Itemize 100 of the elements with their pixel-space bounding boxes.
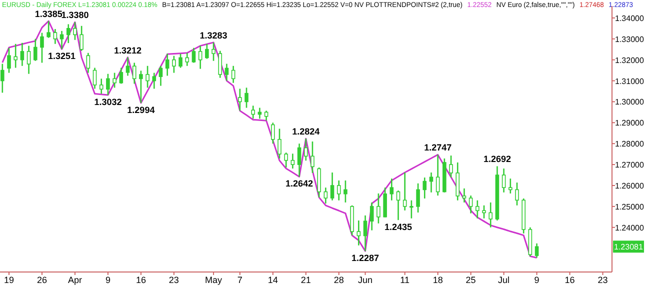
x-tick-label: Jun bbox=[358, 275, 373, 285]
candlestick bbox=[165, 53, 170, 76]
candlestick bbox=[278, 128, 282, 160]
x-tick-label: 26 bbox=[36, 275, 47, 285]
x-tick-label: 14 bbox=[268, 275, 278, 285]
x-tick-label: 21 bbox=[300, 275, 311, 285]
candlestick bbox=[390, 178, 394, 202]
x-tick-label: 7 bbox=[237, 275, 242, 285]
candlestick bbox=[178, 53, 182, 68]
candlestick bbox=[476, 200, 480, 220]
candlestick bbox=[436, 154, 440, 196]
x-tick-label: 16 bbox=[136, 275, 146, 285]
candlestick bbox=[402, 172, 407, 212]
candlestick bbox=[112, 72, 116, 88]
candlestick bbox=[231, 65, 236, 84]
y-tick-label: 1.32000 bbox=[615, 56, 644, 65]
candlestick bbox=[502, 168, 506, 194]
candlestick bbox=[344, 180, 348, 204]
annotation: 1.3212 bbox=[114, 45, 142, 56]
candlestick bbox=[46, 20, 50, 38]
candlestick bbox=[172, 55, 176, 74]
candlestick bbox=[376, 192, 380, 224]
candlestick bbox=[73, 21, 77, 41]
candlestick bbox=[251, 105, 255, 120]
y-tick-label: 1.33000 bbox=[615, 34, 644, 44]
candlestick bbox=[515, 182, 519, 206]
x-tick-label: 23 bbox=[168, 275, 179, 285]
candlestick bbox=[324, 186, 328, 204]
candlestick bbox=[192, 47, 196, 64]
candlestick bbox=[40, 32, 44, 64]
y-tick-label: 1.25000 bbox=[615, 202, 644, 212]
candlestick bbox=[534, 242, 539, 258]
annotation: 1.3380 bbox=[61, 10, 89, 20]
candlestick bbox=[119, 67, 124, 84]
candlestick bbox=[270, 122, 275, 144]
x-tick-label: 16 bbox=[564, 275, 575, 285]
y-tick-label: 1.29000 bbox=[615, 118, 644, 128]
x-tick-label: 19 bbox=[4, 275, 14, 285]
x-tick-label: 11 bbox=[400, 275, 410, 285]
candlestick bbox=[139, 70, 143, 104]
x-tick-label: 23 bbox=[598, 275, 608, 285]
y-tick-label: 1.30000 bbox=[615, 98, 644, 107]
candlestick bbox=[238, 88, 242, 112]
candlestick bbox=[456, 162, 460, 202]
x-tick-label: 9 bbox=[534, 275, 540, 285]
x-tick-label: 9 bbox=[105, 275, 110, 285]
annotation: 1.2747 bbox=[424, 142, 452, 153]
candlestick bbox=[14, 43, 18, 68]
candlestick bbox=[462, 188, 466, 204]
candlestick bbox=[92, 67, 97, 90]
annotation: 1.3283 bbox=[200, 30, 228, 40]
x-tick-label: 25 bbox=[466, 275, 476, 285]
candlestick bbox=[304, 138, 308, 162]
y-tick-label: 1.26000 bbox=[615, 182, 644, 190]
annotation: 1.23081 bbox=[614, 242, 644, 252]
candlestick bbox=[508, 178, 512, 194]
annotation: 1.2642 bbox=[286, 178, 314, 189]
candlestick bbox=[218, 50, 222, 78]
annotation: 1.2994 bbox=[127, 104, 155, 115]
candlestick bbox=[297, 142, 302, 178]
candlestick bbox=[0, 63, 4, 94]
annotation: 1.3385 bbox=[34, 9, 62, 20]
candlestick bbox=[146, 65, 150, 88]
candlestick bbox=[53, 28, 58, 45]
candlestick bbox=[20, 42, 24, 67]
y-tick-label: 1.28000 bbox=[615, 140, 644, 149]
annotation: 1.2287 bbox=[351, 253, 380, 264]
candlestick bbox=[396, 190, 400, 221]
candlestick bbox=[224, 63, 229, 82]
y-tick-label: 1.31000 bbox=[615, 76, 644, 86]
candlestick bbox=[416, 182, 420, 214]
candlestick bbox=[488, 202, 493, 228]
candlestick bbox=[383, 186, 387, 218]
candlestick bbox=[152, 72, 156, 90]
candlestick bbox=[449, 154, 453, 178]
candlestick bbox=[264, 110, 268, 122]
candlestick bbox=[422, 176, 427, 200]
y-tick-label: 1.24000 bbox=[615, 223, 644, 232]
candlestick bbox=[336, 180, 341, 202]
candlestick bbox=[205, 43, 209, 60]
candlestick bbox=[363, 214, 368, 252]
candlestick bbox=[410, 200, 414, 220]
candlestick bbox=[126, 56, 130, 76]
candlestick bbox=[429, 172, 434, 194]
annotation: 1.2824 bbox=[292, 126, 320, 137]
candlestick bbox=[99, 78, 104, 94]
candlestick bbox=[468, 194, 473, 214]
candlestick bbox=[370, 202, 374, 231]
annotation: 1.2435 bbox=[384, 222, 412, 232]
candlestick bbox=[356, 220, 361, 246]
y-tick-label: 1.34000 bbox=[615, 14, 644, 23]
candlestick bbox=[244, 87, 248, 108]
candlestick bbox=[80, 25, 84, 52]
x-tick-label: 18 bbox=[432, 275, 443, 285]
candlestick bbox=[26, 45, 31, 75]
candlestick bbox=[310, 140, 314, 174]
candlestick bbox=[106, 73, 110, 96]
candlestick bbox=[7, 47, 11, 74]
y-tick-label: 1.27000 bbox=[615, 160, 644, 170]
candlestick bbox=[212, 42, 216, 62]
